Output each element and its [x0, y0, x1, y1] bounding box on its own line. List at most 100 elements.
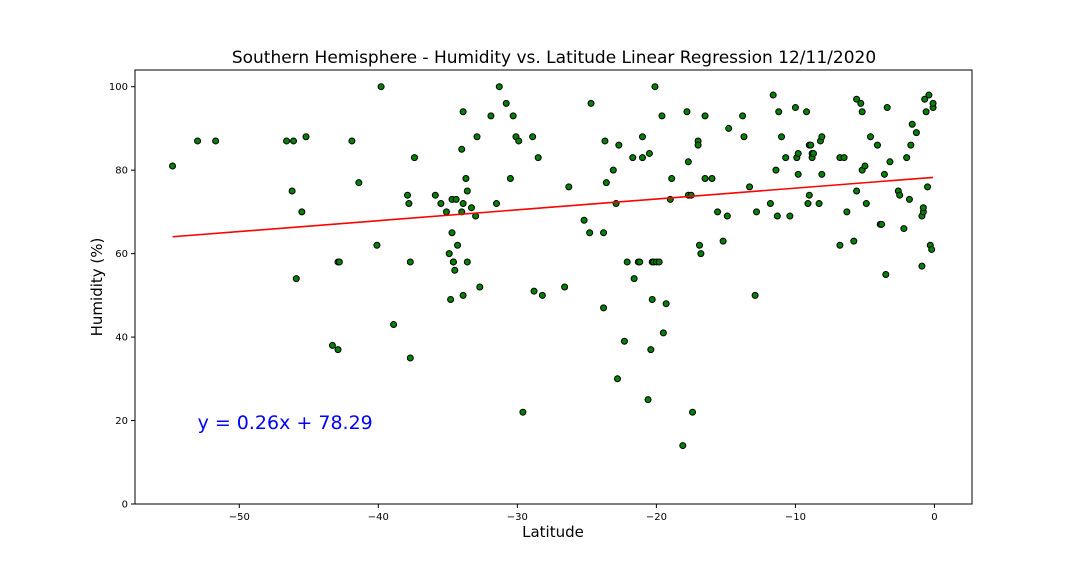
- data-point: [861, 162, 869, 170]
- data-point: [818, 170, 826, 178]
- data-point: [437, 200, 445, 208]
- data-point: [873, 141, 881, 149]
- data-point: [600, 304, 608, 312]
- data-point: [538, 291, 546, 299]
- data-point: [746, 183, 754, 191]
- data-point: [659, 329, 667, 337]
- data-point: [647, 346, 655, 354]
- y-tick-label: 20: [115, 416, 128, 427]
- data-point: [335, 258, 343, 266]
- data-point: [609, 166, 617, 174]
- data-point: [615, 141, 623, 149]
- data-point: [886, 158, 894, 166]
- data-point: [587, 99, 595, 107]
- data-point: [648, 296, 656, 304]
- data-point: [925, 91, 933, 99]
- data-point: [840, 154, 848, 162]
- data-point: [723, 212, 731, 220]
- data-point: [290, 137, 298, 145]
- data-point: [636, 258, 644, 266]
- data-point: [695, 241, 703, 249]
- data-point: [708, 175, 716, 182]
- data-point: [701, 112, 709, 120]
- data-point: [445, 250, 453, 258]
- plot-area: −50 −40 −30 −20 −10 0 0 20 40 60 80 100 y = 0.26x …: [109, 69, 973, 523]
- data-point: [459, 108, 467, 116]
- y-tick-label: 60: [115, 249, 128, 260]
- regression-line: [172, 176, 934, 238]
- data-point: [907, 141, 915, 149]
- y-tick-label: 100: [109, 82, 128, 93]
- data-point: [778, 133, 786, 141]
- data-point: [458, 145, 466, 153]
- data-point: [638, 154, 646, 162]
- data-point: [805, 191, 813, 199]
- regression-equation: y = 0.26x + 78.29: [198, 412, 373, 434]
- data-point: [786, 212, 794, 220]
- data-point: [858, 108, 866, 116]
- data-point: [509, 112, 517, 120]
- data-point: [807, 141, 815, 149]
- data-point: [298, 208, 306, 216]
- data-point: [442, 208, 450, 216]
- data-point: [565, 183, 573, 191]
- data-point: [775, 108, 783, 116]
- data-point: [684, 158, 692, 166]
- data-point: [751, 291, 759, 299]
- data-point: [169, 162, 177, 170]
- x-tick-label: −20: [646, 512, 667, 523]
- data-point: [896, 191, 904, 199]
- data-point: [912, 129, 920, 137]
- data-point: [459, 291, 467, 299]
- data-point: [292, 275, 300, 283]
- data-point: [850, 237, 858, 245]
- data-point: [602, 179, 610, 187]
- data-point: [919, 204, 927, 212]
- data-point: [929, 99, 937, 107]
- data-point: [601, 137, 609, 145]
- data-point: [853, 95, 861, 103]
- data-point: [880, 170, 888, 178]
- data-point: [431, 191, 439, 199]
- data-point: [629, 154, 637, 162]
- data-point: [883, 104, 891, 112]
- data-point: [804, 200, 812, 208]
- data-point: [348, 137, 356, 145]
- data-point: [638, 133, 646, 141]
- data-point: [355, 179, 363, 187]
- data-point: [694, 141, 702, 149]
- data-point: [818, 133, 826, 141]
- y-axis-label: Humidity (%): [88, 238, 106, 337]
- data-point: [459, 200, 467, 208]
- data-point: [714, 208, 722, 216]
- data-point: [492, 200, 500, 208]
- x-tick-label: 0: [931, 512, 937, 523]
- data-point: [620, 337, 628, 345]
- data-point: [212, 137, 220, 145]
- data-point: [679, 442, 687, 450]
- data-point: [377, 83, 385, 91]
- data-point: [782, 154, 790, 162]
- data-point: [924, 183, 932, 191]
- data-point: [683, 108, 691, 116]
- data-point: [476, 283, 484, 291]
- data-point: [515, 137, 523, 145]
- data-point: [328, 341, 336, 349]
- data-point: [495, 83, 503, 91]
- data-point: [467, 204, 475, 212]
- data-point: [630, 275, 638, 283]
- data-point: [534, 154, 542, 162]
- data-point: [529, 133, 537, 141]
- x-tick-label: −50: [229, 512, 250, 523]
- data-point: [404, 191, 412, 199]
- data-point: [644, 396, 652, 404]
- data-point: [809, 149, 817, 157]
- regression-layer: [172, 176, 934, 238]
- data-point: [586, 229, 594, 237]
- data-point: [454, 241, 462, 249]
- y-tick-label: 40: [115, 333, 128, 344]
- data-point: [487, 112, 495, 120]
- data-point: [719, 237, 727, 245]
- data-point: [561, 283, 569, 291]
- data-point: [530, 287, 538, 295]
